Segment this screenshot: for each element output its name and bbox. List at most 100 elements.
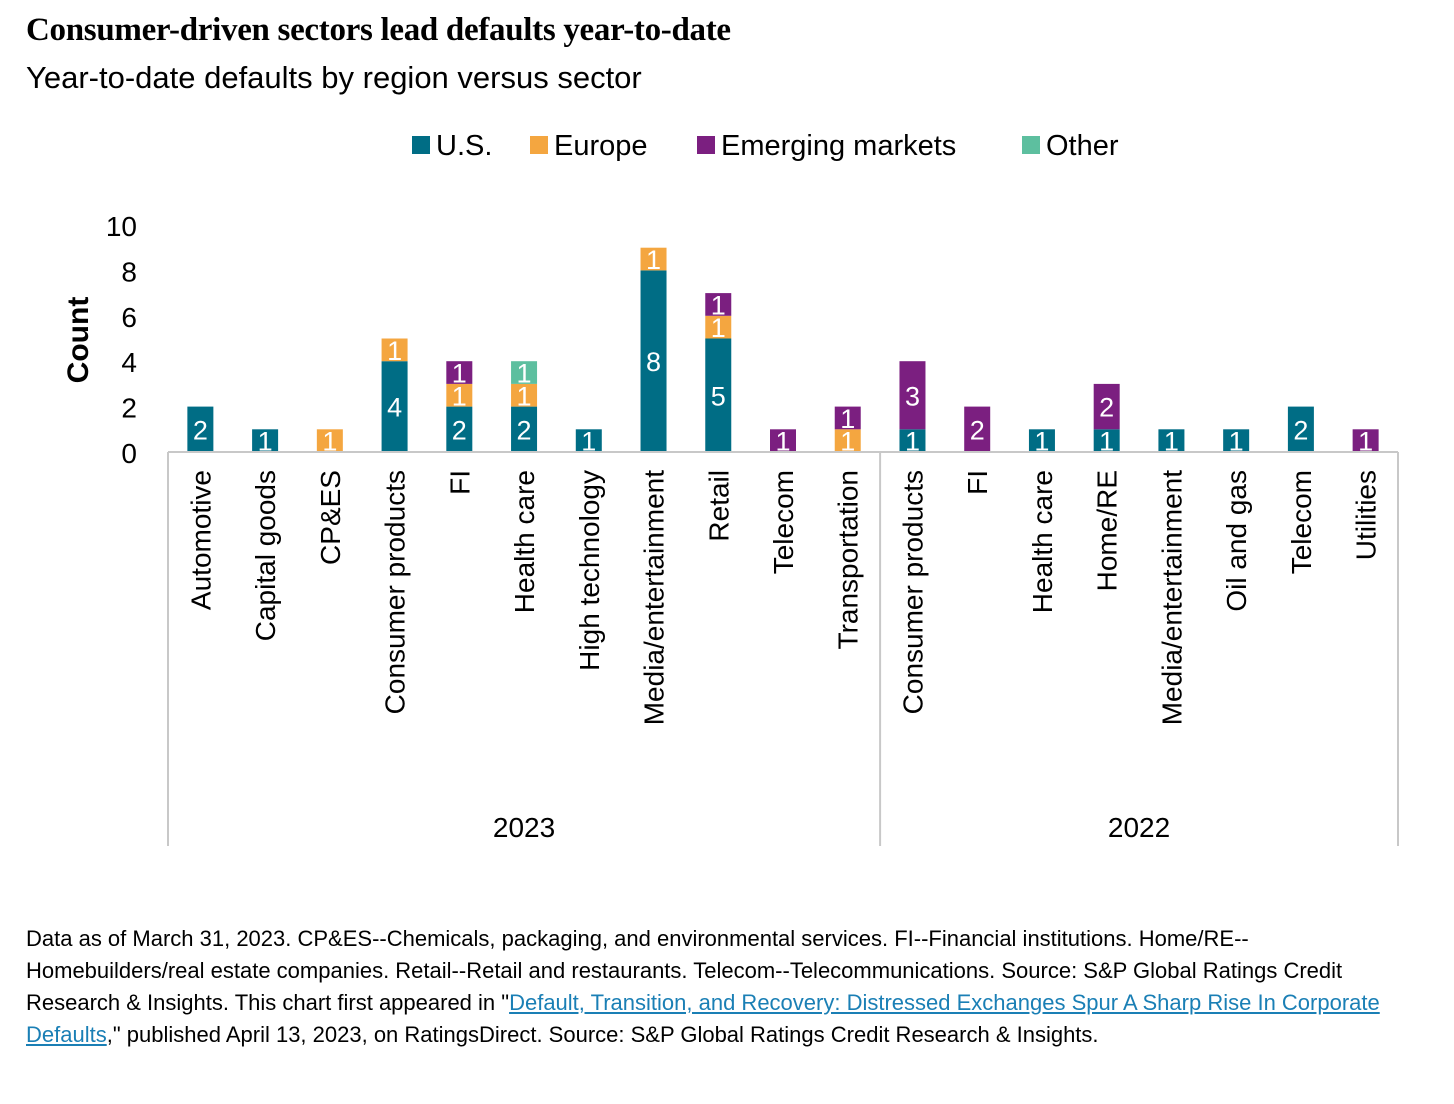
axes [167, 451, 1399, 846]
bar-segment [705, 338, 732, 452]
bar-segment [834, 406, 861, 430]
data-label: 1 [840, 404, 855, 434]
y-tick-label: 0 [121, 438, 137, 469]
x-axis-labels: Automotive Capital goods CP&ES Consumer pro… [185, 470, 1381, 843]
legend-label: Other [1046, 130, 1119, 162]
data-label: 8 [646, 347, 661, 377]
x-tick-label: FI [444, 470, 475, 495]
data-label: 3 [905, 381, 920, 411]
bar-segment [381, 338, 408, 362]
data-label: 1 [1164, 427, 1179, 457]
data-label: 2 [970, 415, 985, 445]
bar-segment [316, 429, 343, 452]
x-tick-label: Retail [703, 470, 734, 542]
bar-segment [1223, 429, 1250, 452]
data-label: 1 [452, 381, 467, 411]
x-tick-label: Media/entertainment [1156, 470, 1187, 725]
x-tick-label: FI [962, 470, 993, 495]
data-label: 2 [1099, 393, 1114, 423]
x-tick-label: Health care [1027, 470, 1058, 613]
data-label: 1 [517, 381, 532, 411]
data-label: 1 [1229, 427, 1244, 457]
data-label: 1 [1034, 427, 1049, 457]
data-label: 1 [581, 427, 596, 457]
legend-swatch [697, 136, 715, 154]
y-axis-ticks: 0 2 4 6 8 10 [106, 211, 137, 469]
data-label: 1 [452, 359, 467, 389]
x-tick-label: Capital goods [250, 470, 281, 641]
data-label: 2 [517, 415, 532, 445]
data-label: 1 [387, 336, 402, 366]
legend-label: Emerging markets [721, 130, 956, 162]
data-label: 1 [322, 427, 337, 457]
bar-segment [446, 406, 473, 452]
legend: U.S. Europe Emerging markets Other [412, 130, 1119, 162]
x-tick-label: Home/RE [1092, 470, 1123, 591]
bar-segment [964, 406, 991, 452]
bar-segment [381, 361, 408, 452]
data-label: 2 [452, 415, 467, 445]
footnote: Data as of March 31, 2023. CP&ES--Chemic… [26, 923, 1426, 1051]
x-tick-label: Transportation [833, 470, 864, 650]
group-label: 2023 [493, 812, 555, 843]
bar-segment [1158, 429, 1185, 452]
data-label: 1 [1358, 427, 1373, 457]
data-label: 1 [711, 313, 726, 343]
x-tick-label: Automotive [185, 470, 216, 610]
bar-segment [511, 406, 538, 452]
bar-segment [899, 429, 926, 452]
data-label: 1 [711, 290, 726, 320]
bar-segment [640, 270, 667, 452]
x-tick-label: CP&ES [315, 470, 346, 565]
chart-subtitle: Year-to-date defaults by region versus s… [26, 60, 642, 95]
y-tick-label: 10 [106, 211, 137, 242]
legend-label: U.S. [436, 130, 492, 162]
x-tick-label: Health care [509, 470, 540, 613]
x-tick-label: Consumer products [380, 470, 411, 714]
x-tick-label: Telecom [768, 470, 799, 574]
bar-segment [899, 361, 926, 430]
bar-segment [446, 383, 473, 407]
bar-segment [770, 429, 796, 452]
bar-segment [1287, 406, 1314, 452]
bar-segment [511, 383, 538, 407]
bar-segment [252, 429, 279, 452]
footnote-text: Data as of March 31, 2023. CP&ES--Chemic… [26, 926, 1343, 1015]
data-label: 1 [646, 245, 661, 275]
bar-segment [575, 429, 602, 452]
bar-segment [1093, 429, 1120, 452]
data-label: 1 [258, 427, 273, 457]
legend-swatch [530, 136, 548, 154]
legend-swatch [1022, 136, 1040, 154]
bar-segment [187, 406, 214, 452]
x-tick-label: Telecom [1286, 470, 1317, 574]
data-label: 4 [387, 393, 402, 423]
bar-segment [1028, 429, 1055, 452]
legend-label: Europe [554, 130, 648, 162]
data-label: 1 [775, 427, 790, 457]
x-tick-label: High technology [574, 470, 605, 671]
bar-segment [640, 247, 667, 271]
data-label: 1 [1099, 427, 1114, 457]
group-label: 2022 [1108, 812, 1170, 843]
y-tick-label: 6 [121, 302, 137, 333]
y-tick-label: 2 [121, 393, 137, 424]
bar-segment [511, 361, 538, 384]
data-label: 1 [517, 359, 532, 389]
x-tick-label: Consumer products [897, 470, 928, 714]
x-tick-label: Media/entertainment [639, 470, 670, 725]
x-tick-label: Utilities [1351, 470, 1382, 560]
article-link[interactable]: Default, Transition, and Recovery: Distr… [26, 990, 1380, 1047]
bar-segment [705, 293, 732, 316]
data-label: 2 [193, 415, 208, 445]
bar-segment [446, 361, 473, 384]
data-label: 2 [1293, 415, 1308, 445]
y-tick-label: 8 [121, 256, 137, 287]
bar-segment [834, 429, 861, 452]
bar-segment [705, 315, 732, 339]
footnote-text-end: ," published April 13, 2023, on RatingsD… [106, 1022, 1099, 1047]
chart-title: Consumer-driven sectors lead defaults ye… [26, 12, 731, 48]
y-axis-label: Count [62, 297, 95, 384]
legend-swatch [412, 136, 430, 154]
